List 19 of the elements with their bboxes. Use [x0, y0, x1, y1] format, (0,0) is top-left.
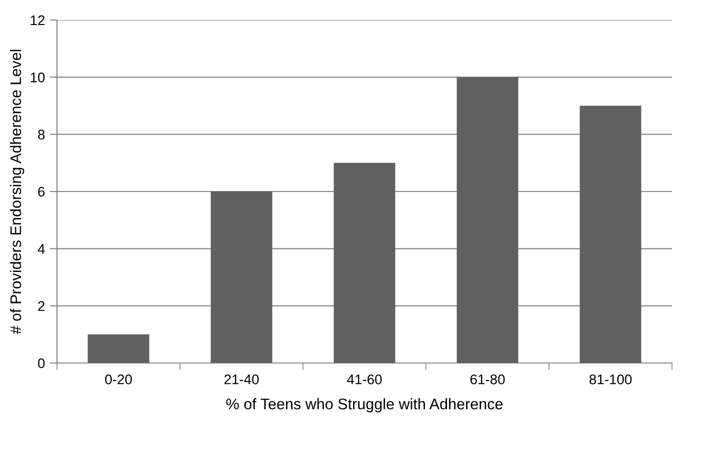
- bar: [210, 192, 272, 363]
- y-axis-title: # of Providers Endorsing Adherence Level: [10, 50, 24, 334]
- y-tick-label: 12: [30, 15, 44, 26]
- x-tick-label: 21-40: [224, 374, 259, 384]
- bar: [334, 162, 396, 363]
- y-tick-label: 8: [38, 130, 45, 140]
- y-tick-label: 10: [30, 72, 45, 82]
- x-tick-label: 61-80: [470, 374, 505, 384]
- bar: [88, 334, 150, 363]
- bar: [456, 77, 518, 363]
- bar: [580, 106, 642, 363]
- y-tick-label: 6: [38, 186, 45, 197]
- x-axis-title: % of Teens who Struggle with Adherence: [226, 398, 503, 412]
- y-tick-label: 4: [38, 244, 45, 254]
- y-tick-label: 0: [38, 358, 45, 368]
- y-tick-label: 2: [38, 301, 44, 311]
- x-tick-label: 81-100: [589, 374, 632, 384]
- x-tick-label: 0-20: [105, 374, 132, 384]
- x-tick-label: 41-60: [347, 374, 382, 384]
